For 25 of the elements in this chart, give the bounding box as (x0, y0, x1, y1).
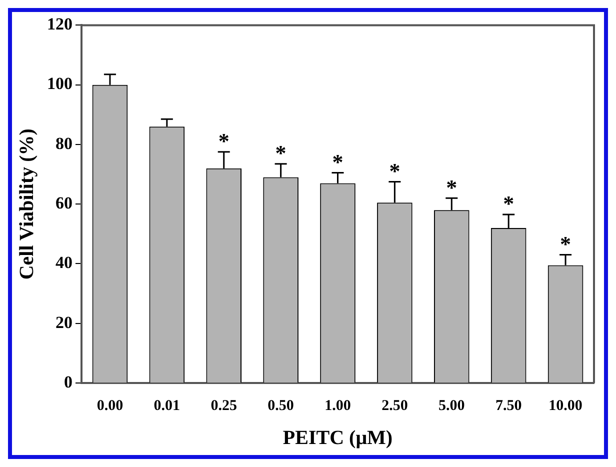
y-tick-label: 40 (56, 253, 72, 272)
y-tick-label: 100 (47, 74, 72, 94)
x-tick-label: 10.00 (548, 398, 582, 414)
y-tick-label: 20 (56, 312, 72, 332)
annotation: * (389, 158, 400, 184)
y-tick-label: 80 (56, 134, 72, 153)
annotation: * (503, 191, 514, 216)
annotation: * (332, 149, 344, 174)
x-tick-label: 0.00 (96, 398, 124, 414)
annotation: * (275, 140, 286, 166)
y-tick-label: 60 (56, 193, 72, 212)
x-tick-label: 0.25 (210, 398, 237, 414)
y-axis-title: Cell Viability (%) (16, 128, 38, 280)
x-axis-title: PEITC (μM) (282, 427, 393, 450)
x-tick-label: 0.01 (154, 398, 180, 414)
x-tick-label: 1.00 (324, 398, 351, 414)
annotation: * (560, 231, 572, 256)
annotation: * (218, 128, 230, 154)
x-tick-label: 7.50 (495, 398, 522, 414)
y-tick-label: 120 (47, 14, 72, 34)
x-tick-label: 5.00 (438, 398, 465, 414)
x-tick-label: 0.50 (268, 398, 294, 414)
y-tick-label: 0 (64, 372, 72, 392)
x-tick-label: 2.50 (382, 398, 408, 414)
annotation: * (446, 174, 458, 200)
